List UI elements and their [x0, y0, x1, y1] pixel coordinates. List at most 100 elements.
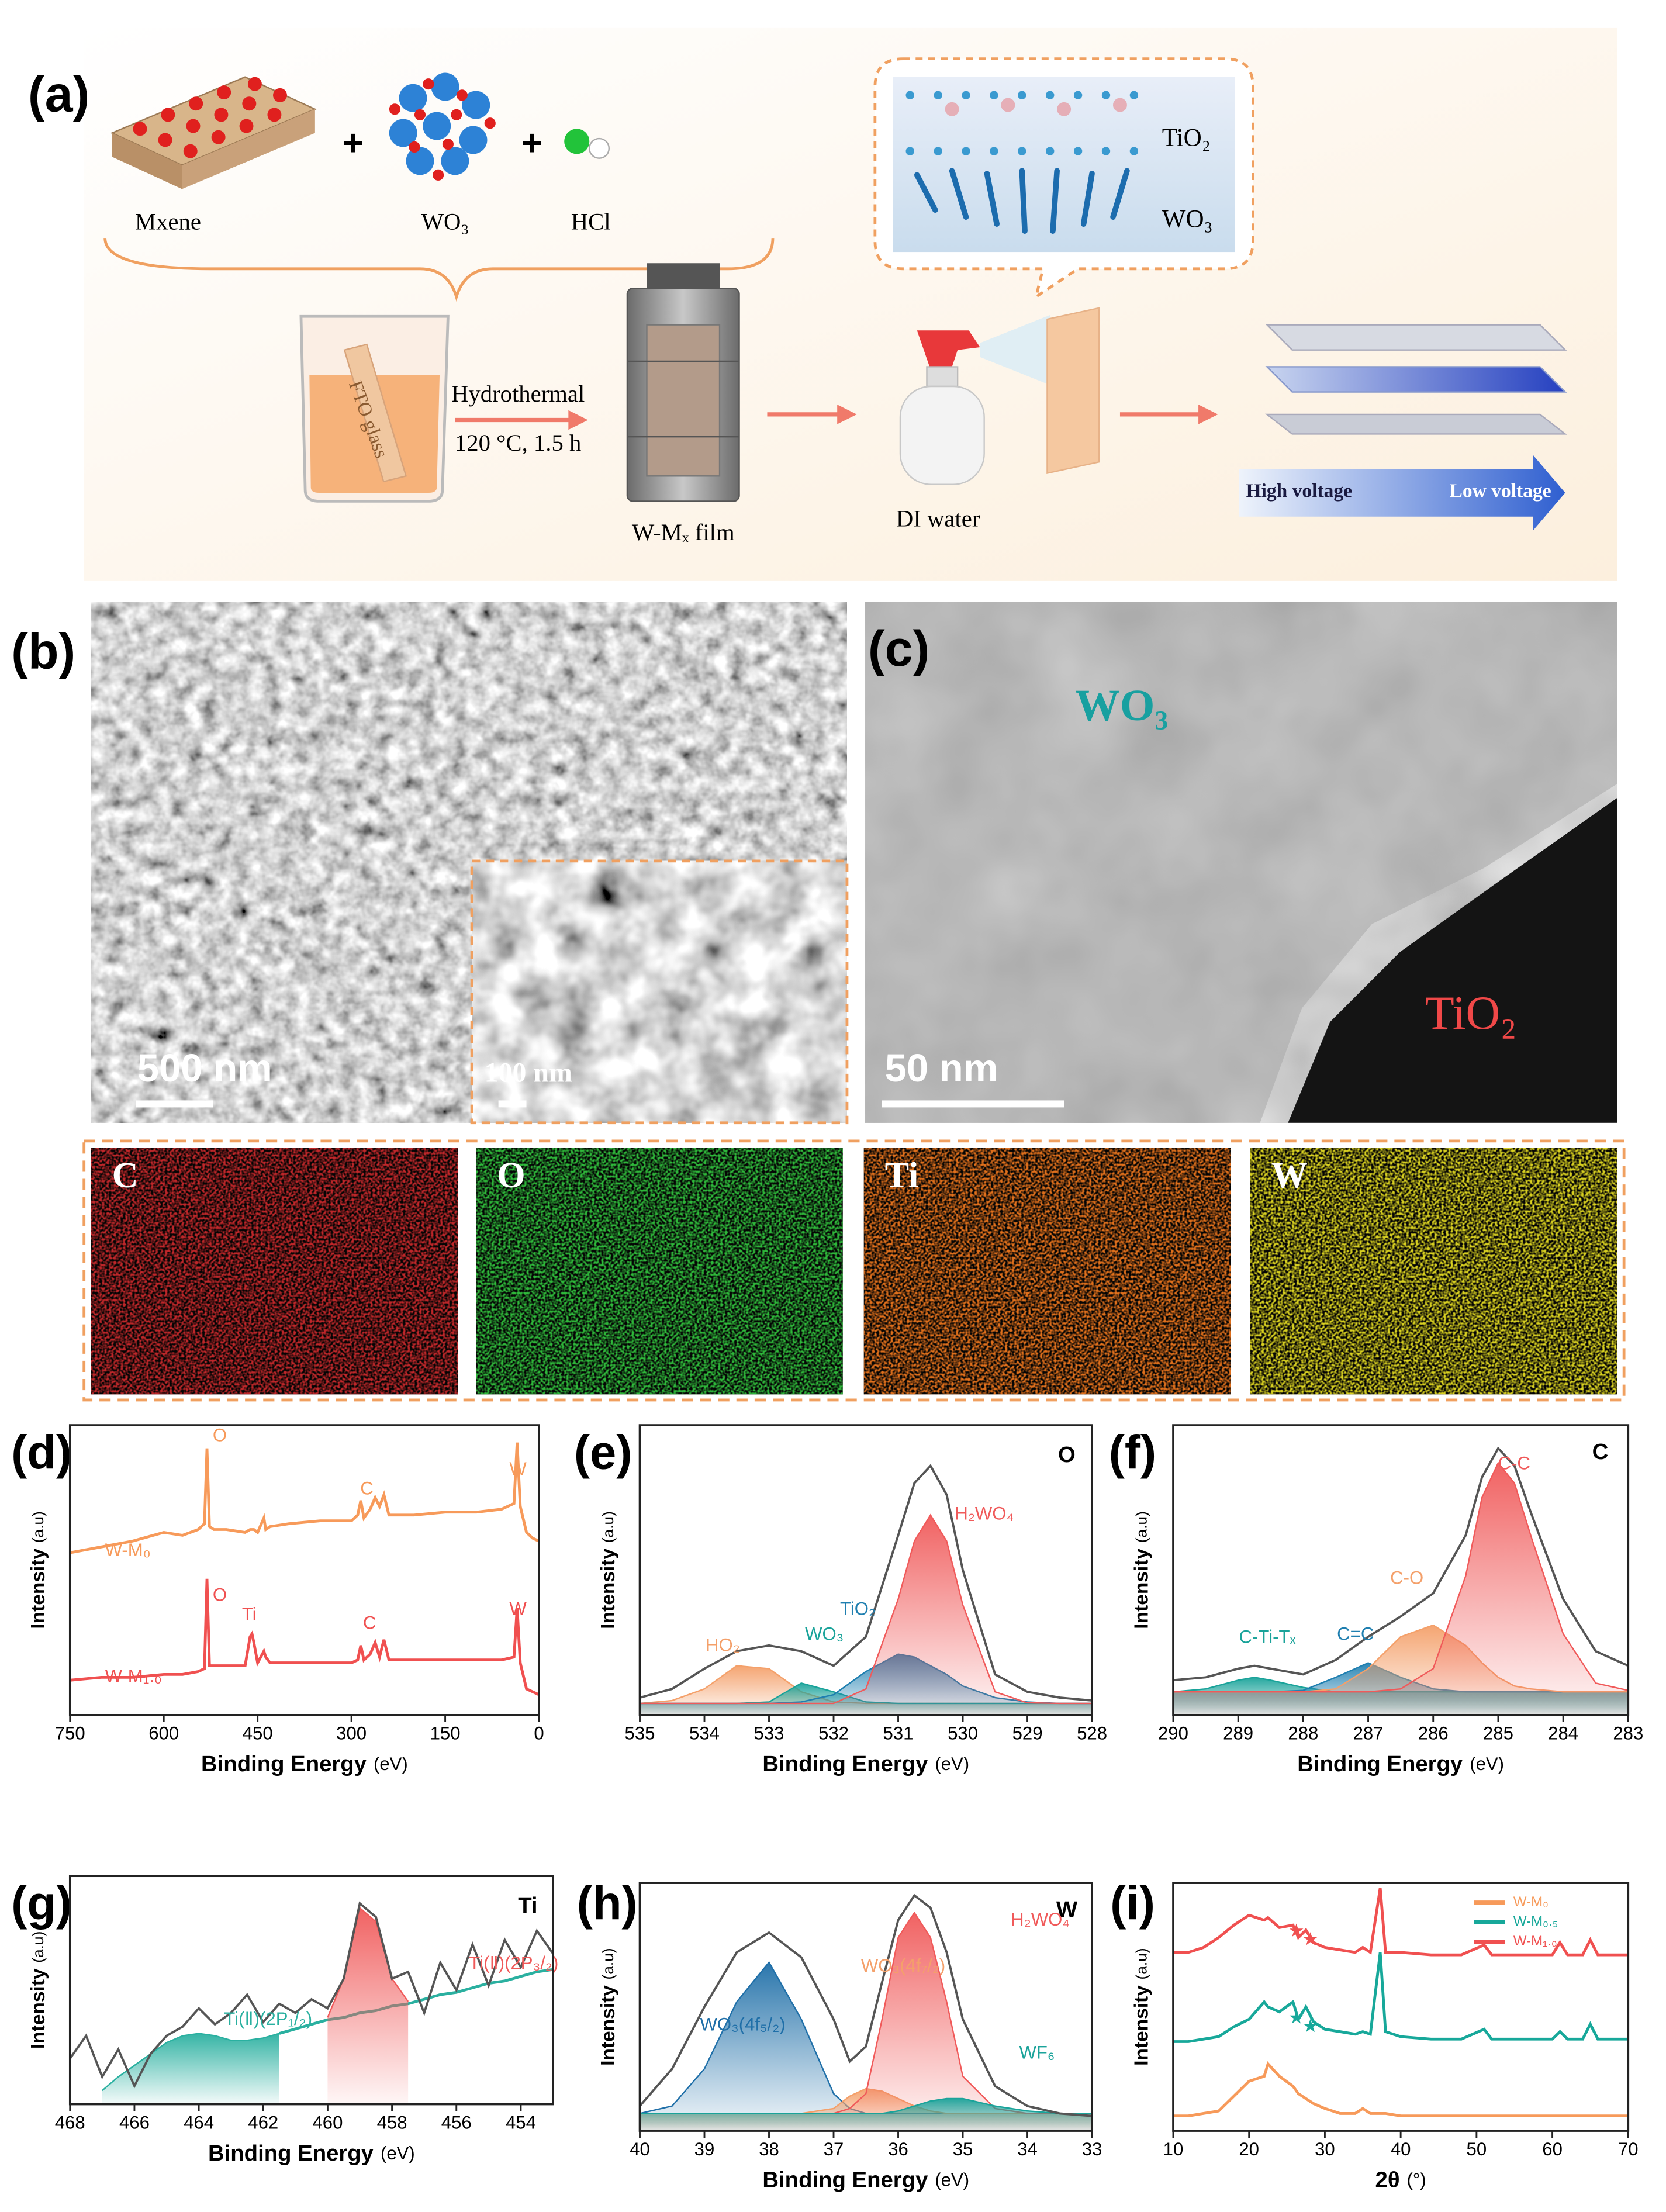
- plot-frame: [638, 1882, 1093, 2132]
- x-tick-label: 289: [1223, 1723, 1253, 1744]
- series-label: WO₃(4f₇/₂): [861, 1955, 945, 1976]
- annotation: ★: [1288, 1920, 1305, 1941]
- y-axis-title: Intensity: [1131, 1985, 1152, 2066]
- x-axis-title: Binding Energy: [201, 1751, 367, 1776]
- x-axis-title: Binding Energy: [762, 2167, 928, 2192]
- panel-label: (d): [11, 1426, 72, 1479]
- voltage-arrow: [1239, 455, 1565, 531]
- x-tick-label: 60: [1542, 2139, 1563, 2159]
- series-label: H₂WO₄: [1011, 1909, 1070, 1930]
- series-area: [1173, 1463, 1629, 1715]
- x-tick-label: 50: [1467, 2139, 1487, 2159]
- series-label: W-M₁.₀: [105, 1665, 162, 1686]
- series-line: [640, 2097, 1093, 2114]
- annotation: Ti: [242, 1604, 257, 1625]
- y-axis-unit: (a.u): [1132, 1511, 1150, 1543]
- series-line: [70, 1578, 540, 1696]
- x-tick-label: 39: [694, 2139, 715, 2159]
- annotation: ★: [1302, 2016, 1319, 2036]
- x-axis-label: Binding Energy (eV): [762, 2167, 969, 2192]
- spray-bottle: [899, 314, 1050, 485]
- mxene-icon: [110, 76, 317, 189]
- arrow: [767, 405, 857, 424]
- film-plate: [1046, 307, 1100, 474]
- annotation: C: [360, 1478, 373, 1498]
- x-tick-label: 20: [1239, 2139, 1259, 2159]
- eds-map: [863, 1148, 1231, 1395]
- arrow: [1119, 405, 1218, 424]
- series-line: [1173, 1461, 1629, 1693]
- eds-element-label: W: [1271, 1156, 1308, 1195]
- x-axis-title: Binding Energy: [208, 2141, 374, 2166]
- legend-label: W-M₀: [1513, 1894, 1549, 1910]
- conditions-label: 120 °C, 1.5 h: [455, 430, 581, 456]
- eds-element-label: O: [497, 1156, 525, 1195]
- series-label: C-O: [1390, 1568, 1423, 1588]
- x-tick-label: 535: [625, 1723, 655, 1744]
- scale-bar: [882, 1100, 1064, 1108]
- x-tick-label: 34: [1017, 2139, 1038, 2159]
- scale-label: 100 nm: [485, 1057, 572, 1088]
- plot-frame: [1172, 1424, 1630, 1716]
- eds-maps: C O Ti W: [82, 1139, 1626, 1402]
- phase-label: WO₃: [1075, 680, 1168, 730]
- reactant-label: Mxene: [135, 209, 201, 235]
- x-axis-unit: (eV): [935, 2170, 969, 2190]
- x-tick-label: 285: [1483, 1723, 1513, 1744]
- plus: +: [521, 123, 542, 164]
- series-label: Ti(Ⅱ)(2P₁/₂): [224, 2009, 312, 2029]
- plot-area: [1173, 1888, 1629, 2118]
- x-tick-label: 38: [759, 2139, 779, 2159]
- y-axis-unit: (a.u): [599, 1511, 617, 1543]
- layer-label: TiO₂: [1162, 124, 1211, 151]
- series-line: [640, 1513, 1093, 1705]
- element-label: Ti: [518, 1893, 537, 1918]
- annotation: ★: [1288, 2007, 1305, 2028]
- scale-bar: [498, 1100, 527, 1108]
- series-label: TiO₂: [840, 1598, 876, 1619]
- series-area: [102, 2033, 279, 2104]
- x-tick-label: 464: [184, 2112, 214, 2132]
- x-tick-label: 70: [1618, 2139, 1639, 2159]
- x-tick-label: 30: [1315, 2139, 1335, 2159]
- x-axis-unit: (eV): [381, 2143, 415, 2163]
- film-label: W-Mₓ film: [632, 519, 735, 545]
- x-tick-label: 528: [1077, 1723, 1107, 1744]
- x-axis-unit: (eV): [1470, 1754, 1504, 1774]
- x-tick-label: 462: [248, 2112, 278, 2132]
- plot-frame: [68, 1875, 554, 2106]
- x-tick-label: 290: [1158, 1723, 1188, 1744]
- x-tick-label: 750: [55, 1723, 85, 1744]
- series-line: [70, 1901, 554, 2089]
- x-tick-label: 466: [119, 2112, 150, 2132]
- series-line: [70, 1442, 540, 1554]
- plot-frame: [68, 1424, 540, 1716]
- x-axis-title: 2θ: [1375, 2167, 1400, 2192]
- x-axis-label: Binding Energy (eV): [1297, 1751, 1504, 1776]
- x-tick-label: 150: [430, 1723, 461, 1744]
- y-axis-label: Intensity (a.u): [1131, 1511, 1152, 1629]
- series-label: W-M₀: [105, 1540, 151, 1560]
- legend-label: W-M₁.₀: [1513, 1933, 1557, 1949]
- autoclave: [626, 263, 740, 502]
- hcl-icon: [564, 129, 610, 159]
- legend-label: W-M₀.₅: [1513, 1914, 1558, 1930]
- x-axis-label: Binding Energy (eV): [762, 1751, 969, 1776]
- scale-label: 500 nm: [137, 1046, 272, 1090]
- panel-label: (a): [28, 66, 89, 122]
- series-label: H₂WO₄: [955, 1504, 1014, 1524]
- structure-bubble: [873, 57, 1254, 300]
- x-tick-label: 529: [1012, 1723, 1043, 1744]
- x-tick-label: 37: [824, 2139, 844, 2159]
- layer-label: WO₃: [1162, 205, 1213, 233]
- panel-label: (h): [577, 1876, 638, 1930]
- eds-element-label: Ti: [885, 1156, 919, 1195]
- series-area: [640, 1515, 1093, 1715]
- plot-frame: [638, 1424, 1093, 1716]
- x-tick-label: 600: [148, 1723, 179, 1744]
- annotation: W: [509, 1598, 527, 1619]
- eds-map: [1250, 1148, 1617, 1395]
- series-line: [1173, 2061, 1629, 2118]
- chart: (d) W-M₀ W-M₁.₀ 750 600 450 300 150 0 Binding Ene…: [11, 1424, 544, 1776]
